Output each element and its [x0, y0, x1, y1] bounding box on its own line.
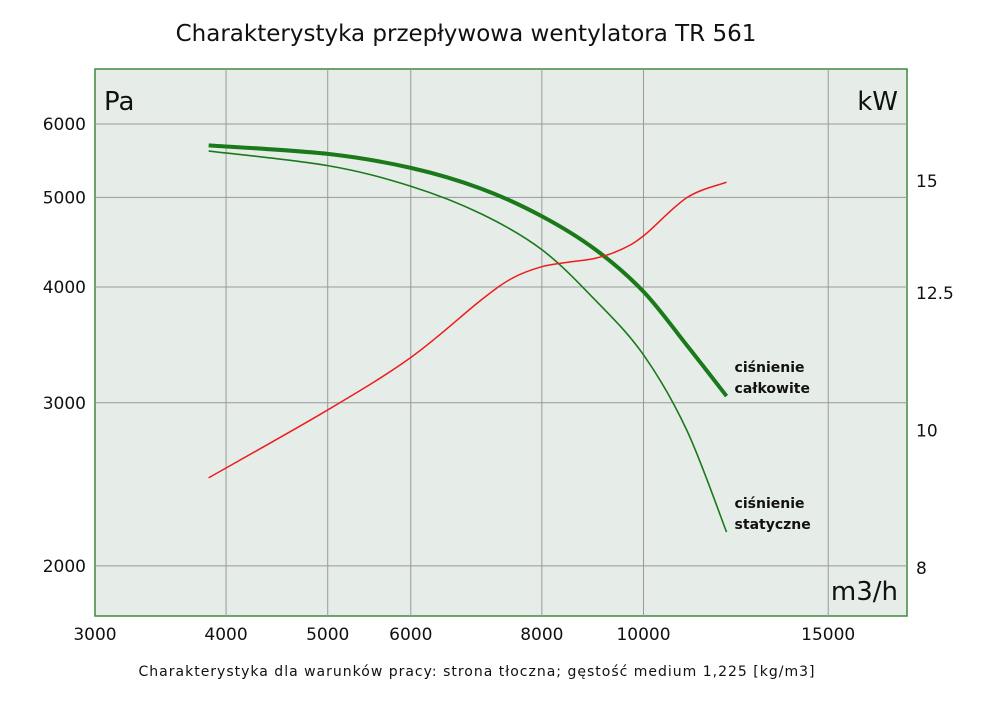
chart-title: Charakterystyka przepływowa wentylatora … — [176, 21, 757, 47]
y-left-axis-label: Pa — [104, 87, 134, 117]
x-tick-label: 15000 — [801, 625, 855, 645]
power-line — [208, 181, 727, 479]
y-right-axis-label: kW — [857, 87, 898, 117]
x-axis-label: m3/h — [831, 577, 898, 607]
x-tick-label: 5000 — [306, 625, 349, 645]
plot-area — [94, 68, 908, 617]
y-left-tick-label: 5000 — [43, 188, 86, 208]
series-label: statyczne — [735, 517, 811, 533]
total-pressure-line — [208, 143, 729, 398]
y-left-tick-label: 6000 — [43, 115, 86, 135]
series-label: ciśnienie — [735, 360, 805, 376]
y-right-tick-label: 15 — [916, 172, 938, 192]
x-tick-label: 10000 — [616, 625, 670, 645]
y-left-tick-label: 3000 — [43, 394, 86, 414]
series-labels: ciśnienie całkowite ciśnienie statyczne — [735, 360, 811, 533]
static-pressure-line — [208, 150, 728, 533]
series-label: ciśnienie — [735, 496, 805, 512]
y-left-tick-label: 4000 — [43, 278, 86, 298]
y-right-tick-label: 10 — [916, 422, 938, 442]
y-left-tick-label: 2000 — [43, 557, 86, 577]
y-right-tick-label: 12.5 — [916, 284, 954, 304]
x-tick-label: 8000 — [520, 625, 563, 645]
chart-subtitle: Charakterystyka dla warunków pracy: stro… — [139, 664, 816, 680]
x-tick-label: 6000 — [389, 625, 432, 645]
series-group — [208, 143, 729, 533]
grid — [95, 69, 907, 616]
series-label: całkowite — [735, 381, 810, 397]
y-right-tick-label: 8 — [916, 559, 927, 579]
x-tick-label: 3000 — [73, 625, 116, 645]
tick-labels: 3000 4000 5000 6000 8000 10000 15000 6000 5000 40… — [43, 115, 954, 645]
x-tick-label: 4000 — [204, 625, 247, 645]
